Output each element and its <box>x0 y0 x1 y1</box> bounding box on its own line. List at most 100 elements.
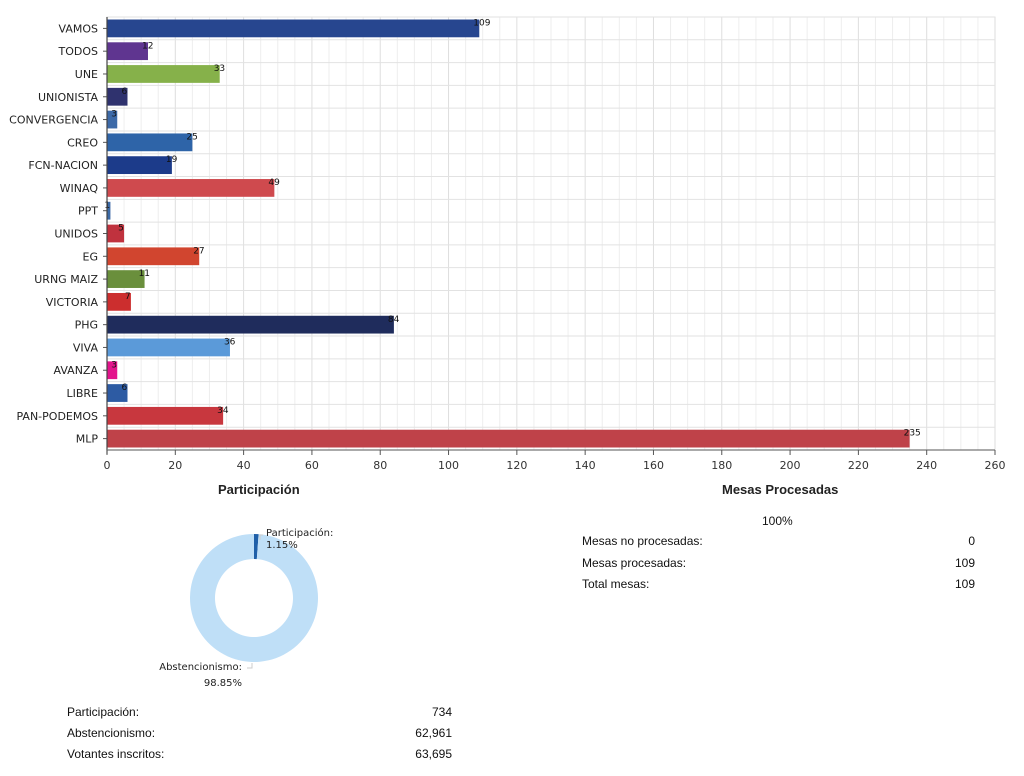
bar-libre <box>107 384 128 402</box>
stat-value: 63,695 <box>415 747 452 761</box>
data-label: 33 <box>214 64 225 74</box>
stat-row-participacion: Participación: 734 <box>67 705 452 719</box>
data-label: 12 <box>142 41 153 51</box>
stat-row-mesas-procesadas: Mesas procesadas: 109 <box>582 556 975 570</box>
x-tick-label: 20 <box>168 459 182 472</box>
x-tick-label: 100 <box>438 459 459 472</box>
stat-label: Participación: <box>67 705 140 719</box>
data-label: 19 <box>166 155 178 165</box>
category-label: PHG <box>75 319 98 332</box>
donut-label-abstencionismo-pct: 98.85% <box>204 678 242 689</box>
bar-avanza <box>107 361 118 380</box>
stat-value: 109 <box>954 556 975 570</box>
data-label: 84 <box>388 315 400 325</box>
bar-eg <box>107 247 200 266</box>
bar-urng-maiz <box>107 270 145 288</box>
category-label: UNIDOS <box>54 228 98 241</box>
mesas-percent: 100% <box>762 514 793 528</box>
bar-phg <box>107 315 394 334</box>
category-label: UNE <box>75 68 98 81</box>
stat-value: 109 <box>954 577 975 591</box>
bar-unidos <box>107 224 125 243</box>
leader-line-participacion <box>259 534 263 540</box>
stat-label: Total mesas: <box>582 577 650 591</box>
donut-label-participacion-pct: 1.15% <box>266 540 298 551</box>
stat-value: 734 <box>431 705 452 719</box>
category-label: VICTORIA <box>46 296 99 309</box>
x-tick-label: 60 <box>305 459 319 472</box>
donut-slice-participación <box>254 534 259 560</box>
bar-vamos <box>107 19 480 38</box>
x-tick-label: 120 <box>506 459 527 472</box>
category-label: PPT <box>78 205 98 218</box>
category-label: FCN-NACION <box>28 159 98 172</box>
category-label: TODOS <box>58 45 99 58</box>
category-label: EG <box>83 250 98 263</box>
data-label: 235 <box>904 429 921 439</box>
bar-convergencia <box>107 110 118 129</box>
x-tick-label: 260 <box>985 459 1006 472</box>
data-label: 49 <box>268 178 280 188</box>
bar-pan-podemos <box>107 406 224 425</box>
bar-todos <box>107 42 148 61</box>
bar-creo <box>107 133 193 152</box>
category-label: CREO <box>67 136 98 149</box>
data-label: 34 <box>217 406 229 416</box>
donut-label-participacion: Participación: <box>266 527 333 539</box>
category-label: URNG MAIZ <box>34 273 98 286</box>
stat-value: 0 <box>968 534 975 548</box>
stat-row-mesas-no-procesadas: Mesas no procesadas: 0 <box>582 534 975 548</box>
data-label: 27 <box>193 246 204 256</box>
participacion-title: Participación <box>218 482 300 497</box>
category-label: WINAQ <box>60 182 99 195</box>
stat-value: 62,961 <box>415 726 452 740</box>
grid <box>106 16 996 451</box>
category-label: MLP <box>76 433 99 446</box>
bar-unionista <box>107 87 128 106</box>
category-label: CONVERGENCIA <box>9 114 98 127</box>
stat-label: Votantes inscritos: <box>67 747 165 761</box>
stat-row-abstencionismo: Abstencionismo: 62,961 <box>67 726 452 740</box>
bar-winaq <box>107 179 275 197</box>
data-label: 5 <box>118 224 124 234</box>
data-label: 25 <box>186 132 197 142</box>
donut-label-abstencionismo: Abstencionismo: <box>159 662 242 673</box>
stat-row-votantes-inscritos: Votantes inscritos: 63,695 <box>67 747 452 761</box>
x-tick-label: 240 <box>916 459 937 472</box>
stat-label: Abstencionismo: <box>67 726 156 740</box>
bar-viva <box>107 338 230 357</box>
bar-une <box>107 65 220 83</box>
participation-donut-chart: Participación:1.15% Abstencionismo: 98.85% <box>159 527 333 689</box>
data-label: 3 <box>111 360 117 370</box>
data-label: 3 <box>111 110 117 120</box>
bar-ppt <box>107 201 111 220</box>
mesas-title: Mesas Procesadas <box>722 482 839 497</box>
category-label: VAMOS <box>59 22 98 35</box>
x-tick-label: 180 <box>711 459 732 472</box>
x-tick-label: 220 <box>848 459 869 472</box>
x-tick-label: 140 <box>575 459 596 472</box>
data-label: 11 <box>139 269 150 279</box>
category-label: LIBRE <box>66 387 98 400</box>
category-label: PAN-PODEMOS <box>17 410 99 423</box>
category-label: VIVA <box>73 341 99 354</box>
stat-label: Mesas procesadas: <box>582 556 687 570</box>
donut-slice-abstencionismo <box>190 534 319 662</box>
x-tick-label: 160 <box>643 459 664 472</box>
leader-line-abstencionismo <box>247 663 253 669</box>
axes: VAMOS TODOS UNE UNIONISTA CONVERGENCIA CREO FC… <box>9 17 1006 472</box>
stat-row-total-mesas: Total mesas: 109 <box>582 577 975 591</box>
data-label: 109 <box>473 19 490 29</box>
bar-fcn-nacion <box>107 156 172 175</box>
data-label: 6 <box>121 87 127 97</box>
data-label: 6 <box>121 383 127 393</box>
x-tick-label: 40 <box>237 459 251 472</box>
category-label: UNIONISTA <box>38 91 99 104</box>
category-label: AVANZA <box>54 364 99 377</box>
x-tick-label: 80 <box>373 459 387 472</box>
x-tick-label: 200 <box>780 459 801 472</box>
bars: 109123363251949152711784363634235 <box>104 19 921 448</box>
bar-victoria <box>107 292 131 311</box>
data-label: 7 <box>125 292 131 302</box>
bar-chart: 109123363251949152711784363634235 VAMOST… <box>9 16 1006 472</box>
